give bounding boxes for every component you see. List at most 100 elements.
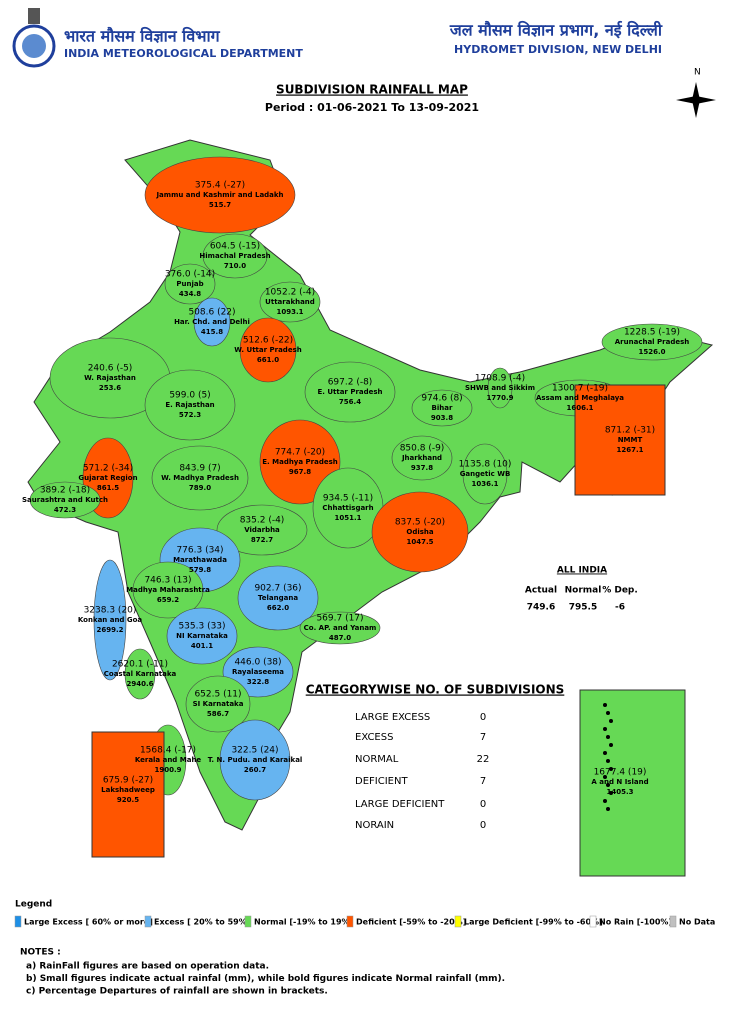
map-title: SUBDIVISION RAINFALL MAP — [276, 83, 468, 97]
region-name: SHWB and Sikkim — [465, 384, 535, 392]
region — [259, 281, 321, 323]
region — [164, 263, 216, 305]
region-name: E. Rajasthan — [165, 401, 214, 409]
region-departure: 1677.4 (19) — [594, 768, 647, 778]
region-departure: 746.3 (13) — [144, 576, 191, 586]
all-india-value: 749.6 — [527, 603, 555, 613]
region-departure: 512.6 (-22) — [243, 336, 293, 346]
legend-label: No Rain [-100%] — [599, 918, 672, 927]
all-india-header: Actual — [525, 586, 557, 596]
region-name: Uttarakhand — [265, 298, 315, 306]
legend-label: No Data — [679, 918, 715, 927]
legend-label: Deficient [-59% to -20%] — [356, 918, 466, 927]
region — [299, 611, 381, 645]
island — [603, 727, 607, 731]
region — [239, 317, 297, 383]
all-india-value: 795.5 — [569, 603, 597, 613]
region — [91, 731, 165, 858]
region-normal: 710.0 — [224, 262, 246, 270]
region-normal: 659.2 — [157, 596, 179, 604]
region-departure: 375.4 (-27) — [195, 181, 245, 191]
region-departure: 675.9 (-27) — [103, 776, 153, 786]
legend-swatch — [144, 915, 152, 928]
compass: N — [676, 68, 716, 118]
category-label: NORMAL — [355, 754, 399, 765]
region-normal: 1606.1 — [566, 404, 593, 412]
region-departure: 376.0 (-14) — [165, 270, 215, 280]
region-name: Bihar — [432, 404, 453, 412]
legend-label: Excess [ 20% to 59%] — [154, 918, 250, 927]
region-name: NI Karnataka — [176, 632, 228, 640]
region-normal: 260.7 — [244, 766, 266, 774]
region-departure: 535.3 (33) — [178, 622, 225, 632]
region — [574, 384, 666, 496]
all-india-value: -6 — [615, 603, 625, 613]
region-name: T. N. Pudu. and Karaikal — [208, 756, 303, 764]
region-departure: 843.9 (7) — [179, 464, 220, 474]
region-departure: 1135.8 (10) — [459, 460, 512, 470]
region-normal: 661.0 — [257, 356, 279, 364]
region-normal: 586.7 — [207, 710, 229, 718]
all-india-title: ALL INDIA — [557, 566, 607, 576]
region-departure: 569.7 (17) — [316, 614, 363, 624]
region-departure: 571.2 (-34) — [83, 464, 133, 474]
region-name: Telangana — [258, 594, 298, 602]
legend-swatch — [14, 915, 22, 928]
region-normal: 1047.5 — [406, 538, 433, 546]
legend-swatch — [454, 915, 462, 928]
region — [132, 561, 204, 619]
region-name: E. Uttar Pradesh — [317, 388, 382, 396]
all-india-header: Normal — [565, 586, 602, 596]
region-name: E. Madhya Pradesh — [262, 458, 338, 466]
region-departure: 1052.2 (-4) — [265, 288, 315, 298]
island — [609, 791, 613, 795]
region-departure: 446.0 (38) — [234, 658, 281, 668]
category-count: 7 — [480, 732, 486, 743]
region-normal: 415.8 — [201, 328, 223, 336]
region-departure: 902.7 (36) — [254, 584, 301, 594]
region — [185, 675, 251, 733]
region — [304, 361, 396, 423]
region-name: Chhattisgarh — [322, 504, 373, 512]
category-label: DEFICIENT — [355, 776, 408, 787]
island — [603, 775, 607, 779]
region-name: Gujarat Region — [78, 474, 137, 482]
region-name: Rayalaseema — [232, 668, 284, 676]
region-departure: 1568.4 (-17) — [140, 746, 196, 756]
category-count: 22 — [477, 754, 490, 765]
region-name: Coastal Karnataka — [104, 670, 177, 678]
header-right-english: HYDROMET DIVISION, NEW DELHI — [454, 43, 662, 56]
region — [411, 389, 473, 427]
island — [606, 759, 610, 763]
region-normal: 2699.2 — [96, 626, 123, 634]
legend-swatch — [589, 915, 597, 928]
region-departure: 871.2 (-31) — [605, 426, 655, 436]
region-departure: 389.2 (-18) — [40, 486, 90, 496]
region-departure: 850.8 (-9) — [400, 444, 445, 454]
category-label: LARGE EXCESS — [355, 712, 430, 723]
region-normal: 1900.9 — [154, 766, 181, 774]
category-count: 0 — [480, 820, 486, 831]
region — [259, 419, 341, 505]
region-normal: 1036.1 — [471, 480, 498, 488]
region-departure: 774.7 (-20) — [275, 448, 325, 458]
region-normal: 1093.1 — [276, 308, 303, 316]
region-name: Konkan and Goa — [78, 616, 143, 624]
header-right-hindi: जल मौसम विज्ञान प्रभाग, नई दिल्ली — [449, 21, 663, 40]
region — [202, 233, 268, 279]
region-departure: 776.3 (34) — [176, 546, 223, 556]
region-departure: 604.5 (-15) — [210, 242, 260, 252]
region — [151, 445, 249, 511]
region-name: W. Uttar Pradesh — [234, 346, 301, 354]
region-departure: 697.2 (-8) — [328, 378, 373, 388]
period: Period : 01-06-2021 To 13-09-2021 — [265, 101, 479, 114]
region-normal: 662.0 — [267, 604, 289, 612]
legend-label: Normal [-19% to 19%] — [254, 918, 353, 927]
island — [606, 807, 610, 811]
region-normal: 903.8 — [431, 414, 453, 422]
region-departure: 974.6 (8) — [421, 394, 462, 404]
legend-label: Large Deficient [-99% to -60%] — [464, 918, 603, 927]
legend-swatch — [346, 915, 354, 928]
region-normal: 401.1 — [191, 642, 213, 650]
region-normal: 1267.1 — [616, 446, 643, 454]
